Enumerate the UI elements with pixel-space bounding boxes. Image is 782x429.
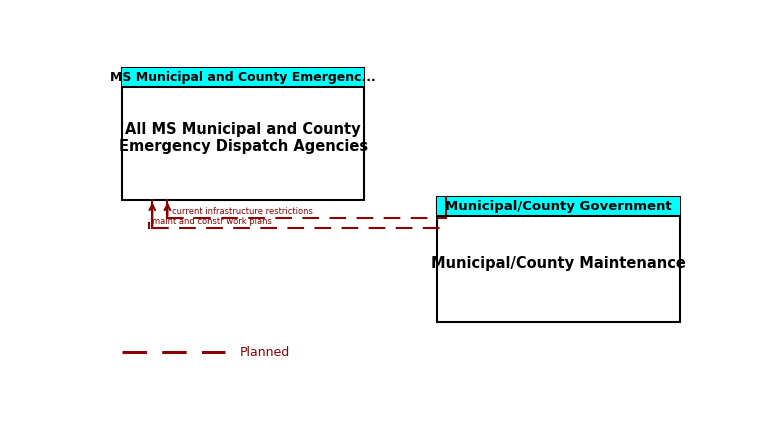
Text: All MS Municipal and County
Emergency Dispatch Agencies: All MS Municipal and County Emergency Di… bbox=[119, 122, 368, 154]
Text: MS Municipal and County Emergenc...: MS Municipal and County Emergenc... bbox=[110, 71, 376, 84]
Text: current infrastructure restrictions: current infrastructure restrictions bbox=[172, 207, 313, 216]
Text: Planned: Planned bbox=[240, 346, 290, 359]
Bar bbox=[122, 68, 364, 200]
Text: Municipal/County Government: Municipal/County Government bbox=[445, 200, 672, 213]
Bar bbox=[122, 68, 364, 87]
Text: maint and constr work plans: maint and constr work plans bbox=[152, 217, 272, 226]
Bar bbox=[437, 197, 680, 216]
Text: Municipal/County Maintenance: Municipal/County Maintenance bbox=[431, 257, 686, 272]
Bar bbox=[437, 197, 680, 322]
